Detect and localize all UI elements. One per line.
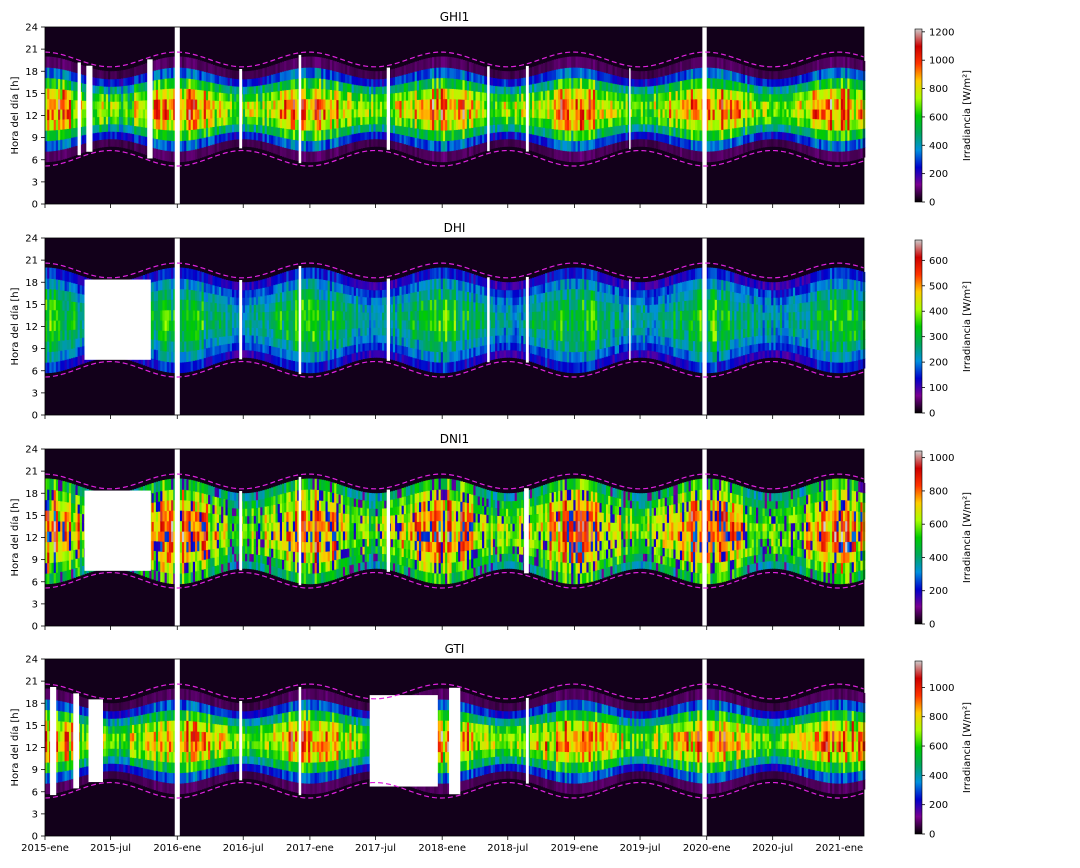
colorbar-tick-label: 800 <box>929 84 948 95</box>
y-tick-label: 15 <box>25 89 38 100</box>
colorbar-tick-label: 400 <box>929 141 948 152</box>
y-tick-label: 24 <box>25 23 38 34</box>
colorbar-tick-label: 0 <box>929 198 935 209</box>
missing-block <box>487 66 490 151</box>
y-tick-label: 3 <box>32 177 38 188</box>
colorbar-label: Irradiancia [W/m²] <box>962 70 973 161</box>
heatmap-columns <box>45 268 865 374</box>
missing-block <box>702 27 706 204</box>
missing-block <box>147 59 152 158</box>
colorbar-tick-label: 1200 <box>929 27 954 38</box>
y-tick-label: 12 <box>25 111 38 122</box>
colorbar <box>915 29 922 202</box>
heatmap-columns <box>45 57 865 163</box>
missing-block <box>387 68 390 150</box>
missing-block <box>175 27 180 204</box>
y-tick-label: 18 <box>25 67 38 78</box>
colorbar-tick-label: 200 <box>929 169 948 180</box>
missing-block <box>526 66 529 152</box>
panel-title: GHI1 <box>440 10 470 24</box>
missing-block <box>629 68 630 149</box>
missing-block <box>299 55 302 163</box>
y-tick-label: 0 <box>32 200 38 211</box>
colorbar-tick-label: 600 <box>929 112 948 123</box>
panel-ghi1: GHI1 0 3 6 9 12 15 18 21 24 Hora del día [h] 0 200 40… <box>9 10 973 211</box>
y-tick-label: 21 <box>25 45 38 56</box>
y-axis-label: Hora del día [h] <box>9 76 21 154</box>
missing-block <box>86 66 92 152</box>
missing-block <box>78 62 81 155</box>
y-tick-label: 6 <box>32 155 38 166</box>
missing-block <box>239 69 242 148</box>
y-tick-label: 9 <box>32 133 38 144</box>
colorbar-tick-label: 1000 <box>929 56 954 67</box>
